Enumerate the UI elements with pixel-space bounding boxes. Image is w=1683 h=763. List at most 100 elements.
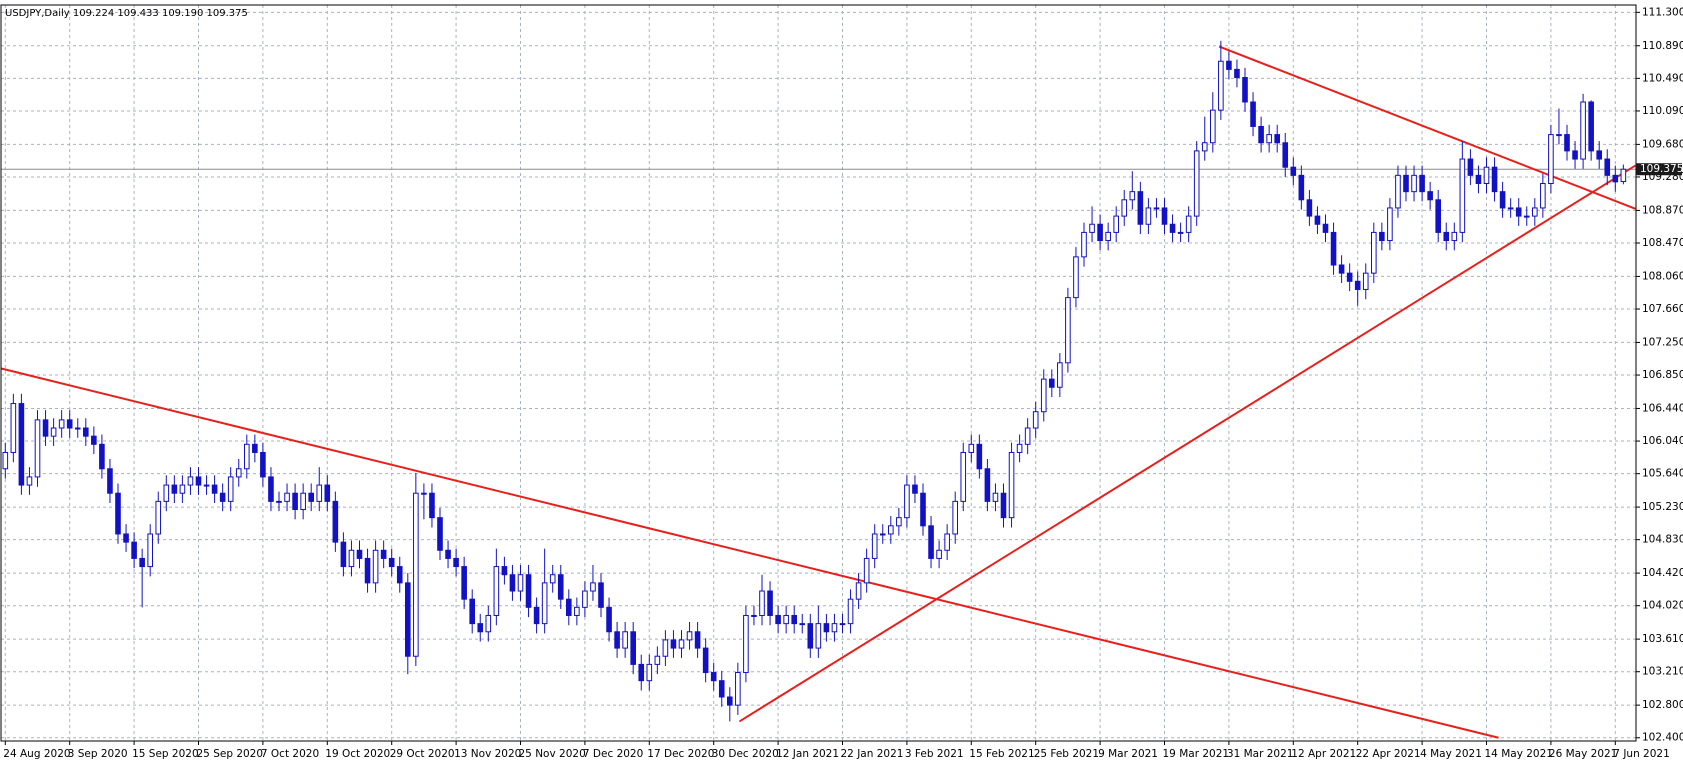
candle-body bbox=[944, 533, 950, 551]
y-tick-label: 106.850 bbox=[1642, 369, 1683, 381]
candle-body bbox=[1129, 191, 1136, 201]
candle-body bbox=[1403, 174, 1409, 193]
candle-body bbox=[1073, 256, 1079, 299]
candle-body bbox=[1354, 280, 1361, 290]
candle-body bbox=[493, 566, 500, 616]
candle-body bbox=[380, 549, 387, 559]
candle-body bbox=[904, 484, 910, 519]
candle-body bbox=[1049, 378, 1055, 388]
candle-body bbox=[1226, 60, 1232, 70]
candle-body bbox=[968, 443, 975, 453]
candle-body bbox=[727, 696, 733, 706]
candle-body bbox=[244, 443, 250, 470]
y-tick-label: 108.060 bbox=[1642, 270, 1683, 282]
candle-body bbox=[1564, 134, 1570, 152]
candle-body bbox=[871, 533, 878, 559]
candle-body bbox=[429, 492, 435, 519]
candle-body bbox=[1556, 134, 1562, 137]
candle-body bbox=[686, 631, 693, 641]
candle-body bbox=[107, 468, 113, 494]
candle-body bbox=[984, 468, 991, 502]
candle-body bbox=[743, 614, 749, 674]
candle-body bbox=[1266, 134, 1272, 144]
candle-body bbox=[292, 492, 298, 511]
candle-body bbox=[485, 614, 492, 633]
candle-body bbox=[405, 582, 411, 657]
candle-body bbox=[702, 647, 709, 674]
candle-body bbox=[26, 476, 33, 486]
candle-body bbox=[195, 476, 202, 486]
y-tick-label: 103.210 bbox=[1642, 666, 1683, 678]
candle-body bbox=[469, 598, 475, 625]
candle-body bbox=[421, 492, 427, 495]
candle-body bbox=[1330, 231, 1337, 266]
candle-body bbox=[1572, 150, 1578, 160]
x-tick-label: 22 Jan 2021 bbox=[841, 748, 904, 760]
candle-body bbox=[662, 639, 669, 657]
candle-body bbox=[759, 590, 765, 616]
x-tick-label: 3 Feb 2021 bbox=[905, 748, 964, 760]
candle-body bbox=[1040, 378, 1047, 413]
candle-body bbox=[461, 566, 467, 600]
x-tick-label: 9 Mar 2021 bbox=[1098, 748, 1158, 760]
x-tick-label: 25 Nov 2020 bbox=[519, 748, 586, 760]
candle-body bbox=[533, 606, 540, 625]
candle-body bbox=[276, 500, 282, 503]
candle-body bbox=[1008, 451, 1015, 519]
candle-body bbox=[155, 500, 162, 535]
candle-body bbox=[622, 631, 628, 649]
candle-body bbox=[1507, 207, 1514, 210]
candle-body bbox=[1491, 166, 1498, 193]
candle-body bbox=[783, 614, 789, 625]
candle-body bbox=[10, 403, 17, 453]
candle-body bbox=[1419, 174, 1425, 193]
y-tick-label: 110.890 bbox=[1642, 40, 1683, 52]
candle-body bbox=[574, 606, 580, 616]
candle-body bbox=[187, 476, 194, 486]
candle-body bbox=[928, 525, 934, 559]
candle-body bbox=[388, 557, 395, 568]
candle-body bbox=[1427, 191, 1433, 201]
candle-body bbox=[654, 655, 661, 665]
candle-body bbox=[123, 533, 129, 543]
candle-body bbox=[203, 484, 210, 487]
y-tick-label: 110.490 bbox=[1642, 72, 1683, 84]
x-tick-label: 12 Jan 2021 bbox=[776, 748, 839, 760]
candles bbox=[2, 40, 1627, 722]
x-tick-label: 7 Dec 2020 bbox=[583, 748, 643, 760]
candle-body bbox=[316, 484, 323, 502]
candle-body bbox=[227, 476, 234, 502]
y-tick-label: 102.400 bbox=[1642, 732, 1683, 744]
x-tick-label: 24 Aug 2020 bbox=[3, 748, 70, 760]
candle-body bbox=[1298, 174, 1305, 201]
y-tick-label: 104.830 bbox=[1642, 534, 1683, 546]
candle-body bbox=[1532, 207, 1538, 217]
candle-body bbox=[936, 549, 942, 559]
candle-body bbox=[115, 492, 121, 535]
candle-body bbox=[525, 574, 532, 608]
candle-body bbox=[1032, 411, 1039, 429]
y-tick-label: 106.440 bbox=[1642, 402, 1683, 414]
candle-body bbox=[815, 623, 822, 649]
candle-body bbox=[1024, 427, 1031, 445]
candle-body bbox=[235, 468, 242, 478]
candle-body bbox=[99, 443, 105, 470]
candle-body bbox=[799, 623, 806, 626]
candle-body bbox=[1322, 223, 1329, 233]
candle-body bbox=[1057, 362, 1063, 388]
candle-body bbox=[260, 451, 266, 478]
x-tick-label: 19 Oct 2020 bbox=[325, 748, 390, 760]
x-tick-label: 4 May 2021 bbox=[1420, 748, 1482, 760]
candle-body bbox=[614, 631, 620, 649]
candle-body bbox=[18, 403, 25, 486]
candle-body bbox=[219, 492, 226, 502]
candle-body bbox=[308, 492, 314, 502]
y-tick-label: 109.680 bbox=[1642, 138, 1683, 150]
candle-body bbox=[1540, 182, 1546, 209]
candle-body bbox=[823, 623, 830, 633]
candle-body bbox=[694, 631, 701, 649]
candle-body bbox=[1612, 174, 1619, 183]
candle-body bbox=[1274, 134, 1281, 144]
candle-body bbox=[606, 606, 612, 633]
